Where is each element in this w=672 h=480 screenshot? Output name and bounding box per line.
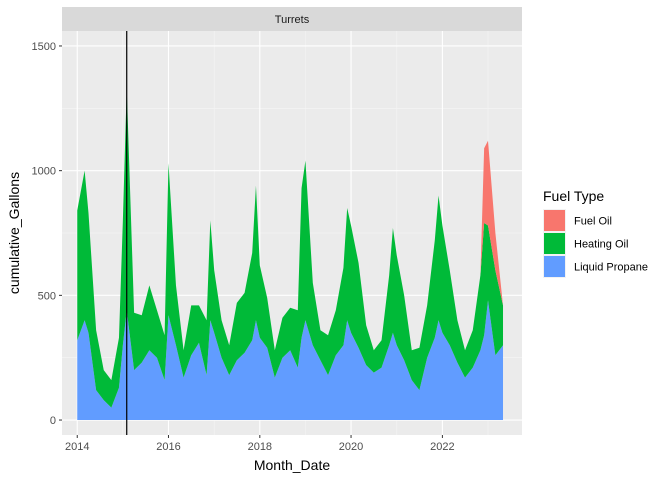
y-tick-label: 500 xyxy=(38,290,56,302)
legend-swatch-liquid-propane xyxy=(544,256,565,277)
legend-label-fuel-oil: Fuel Oil xyxy=(574,216,612,228)
y-tick-label: 0 xyxy=(50,415,56,427)
y-tick-label: 1500 xyxy=(32,41,56,53)
legend-label-heating-oil: Heating Oil xyxy=(574,239,628,251)
facet-strip xyxy=(62,7,522,31)
area-series xyxy=(77,88,504,421)
y-axis-title: cumulative_Gallons xyxy=(6,172,22,294)
x-tick-label: 2018 xyxy=(248,441,272,453)
y-tick-label: 1000 xyxy=(32,166,56,178)
y-axis-ticks: 0 500 1000 1500 xyxy=(32,41,62,427)
x-tick-label: 2014 xyxy=(65,441,89,453)
x-tick-label: 2022 xyxy=(430,441,454,453)
legend: Fuel Type Fuel Oil Heating Oil Liquid Prop… xyxy=(543,188,648,278)
facet-strip-label: Turrets xyxy=(275,14,310,26)
legend-swatch-heating-oil xyxy=(544,233,565,254)
x-tick-label: 2016 xyxy=(156,441,180,453)
legend-title: Fuel Type xyxy=(543,188,604,204)
x-tick-label: 2020 xyxy=(339,441,363,453)
legend-swatch-fuel-oil xyxy=(544,210,565,231)
x-axis-title: Month_Date xyxy=(254,457,330,473)
area-heating-oil xyxy=(77,88,504,408)
area-liquid-propane xyxy=(77,300,504,421)
x-axis-ticks: 2014 2016 2018 2020 2022 xyxy=(65,435,455,453)
legend-label-liquid-propane: Liquid Propane xyxy=(574,262,648,274)
